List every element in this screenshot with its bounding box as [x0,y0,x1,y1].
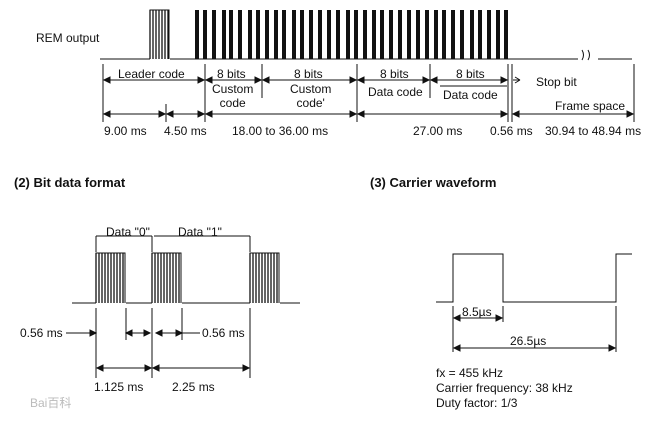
bit-guides [95,308,251,378]
data-pulse [496,10,500,59]
timing-9ms: 9.00 ms [104,124,147,138]
data-pulse [478,10,482,59]
bits-label-1: 8 bits [217,67,246,81]
leader-code-label: Leader code [118,67,185,81]
timing-18-36ms: 18.00 to 36.00 ms [232,124,329,138]
timing-4-5ms: 4.50 ms [164,124,207,138]
data-1-label: Data "1" [178,225,222,239]
timing-27ms: 27.00 ms [413,124,463,138]
data-pulse [248,10,252,59]
bit-format-heading: (2) Bit data format [14,175,126,190]
data-pulse [346,10,350,59]
data-pulse [212,10,216,59]
data-pulse [318,10,322,59]
carrier-guides [452,306,617,352]
data-pulse [256,10,260,59]
upper-arrowheads [102,76,509,84]
bit-burst-0 [95,252,126,303]
data-pulse [336,10,340,59]
timing-0-56ms: 0.56 ms [490,124,533,138]
data-pulse [327,10,331,59]
bit-bursts [95,252,280,303]
data-code-inv-label: Data code [443,88,498,102]
stop-bit-arrow [513,76,521,84]
carrier-heading: (3) Carrier waveform [370,175,497,190]
data-pulse [389,10,393,59]
data-pulse [442,10,446,59]
pulse-width-right: 0.56 ms [202,326,245,340]
carrier-high-time: 8.5µs [462,305,492,319]
data-pulse [265,10,269,59]
period-data-0: 1.125 ms [94,380,144,394]
timing-frame-space: 30.94 to 48.94 ms [545,124,642,138]
data-pulse [460,10,464,59]
leader-burst [149,9,170,59]
data-pulse [372,10,376,59]
data-pulse [300,10,304,59]
bit-burst-2 [249,252,280,303]
data-pulse [425,10,429,59]
data-pulse [309,10,313,59]
bits-label-2: 8 bits [294,67,323,81]
wave-break-mark [581,49,590,61]
custom-code-inv-label: Custom code' [290,82,332,110]
data-pulse [274,10,278,59]
bit-bracket-ticks [95,236,251,252]
bits-label-3: 8 bits [380,67,409,81]
data-pulse [229,10,233,59]
carrier-duty-factor: Duty factor: 1/3 [436,396,518,410]
data-pulse [504,10,508,59]
data-0-label: Data "0" [106,225,150,239]
carrier-wave [436,253,632,303]
bits-label-4: 8 bits [456,67,485,81]
data-pulse [354,10,358,59]
rem-output-label: REM output [36,31,100,45]
frame-space-label: Frame space [555,99,626,113]
stop-bit-label: Stop bit [536,75,577,89]
data-code-label: Data code [368,85,423,99]
period-data-1: 2.25 ms [172,380,215,394]
data-pulse [222,10,226,59]
custom-code-label: Custom code [212,82,254,110]
carrier-fx: fx = 455 kHz [436,366,504,380]
carrier-drawing [436,253,632,352]
data-pulse [363,10,367,59]
pulse-width-left: 0.56 ms [20,326,63,340]
data-pulse [451,10,455,59]
data-pulse [203,10,207,59]
data-pulse [434,10,438,59]
data-pulse [282,10,286,59]
data-pulse [416,10,420,59]
data-pulse [195,10,199,59]
carrier-frequency: Carrier frequency: 38 kHz [436,381,573,395]
leader-burst-pulses [149,9,170,59]
data-pulses [170,10,510,60]
data-pulse [470,10,474,59]
carrier-period: 26.5µs [510,334,547,348]
data-pulse [238,10,242,59]
watermark-logo: Bai百科 [30,396,72,410]
bit-burst-1 [151,252,182,303]
lower-arrowheads [102,110,635,118]
segment-dividers [102,64,635,122]
data-pulse [398,10,402,59]
data-pulse [380,10,384,59]
data-pulse [292,10,296,59]
data-pulse [487,10,491,59]
data-pulse [407,10,411,59]
bit-format-drawing [66,235,300,378]
